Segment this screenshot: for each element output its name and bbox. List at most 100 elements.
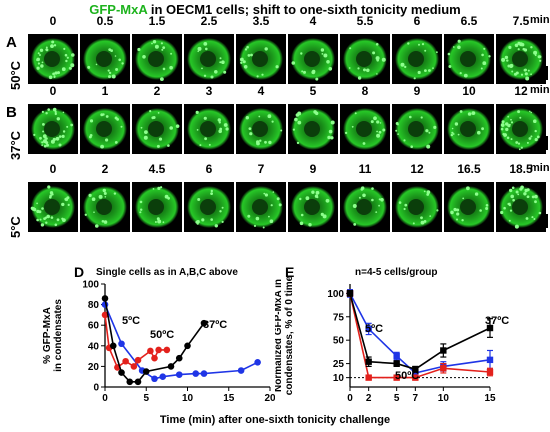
panel-label: E [285, 264, 294, 280]
time-label: 2 [153, 84, 161, 98]
time-label: 6.5 [460, 14, 478, 28]
panel-subtitle: n=4-5 cells/group [355, 267, 438, 278]
data-point [486, 368, 494, 376]
data-point [200, 319, 208, 327]
x-tick-label: 7 [413, 393, 419, 404]
data-point [346, 290, 354, 297]
time-label: 7.5 [512, 14, 530, 28]
figure-title: GFP-MxA in OECM1 cells; shift to one-six… [0, 2, 550, 17]
data-point [365, 325, 372, 333]
panel-label: D [74, 264, 84, 280]
micrograph-tile [132, 104, 182, 154]
data-point [412, 366, 419, 373]
time-unit: min [530, 14, 550, 26]
micrograph-tile [496, 182, 546, 232]
time-label: 4.5 [148, 162, 166, 176]
time-label: 6 [413, 14, 421, 28]
series-line [104, 298, 205, 383]
micrograph-tile [288, 104, 338, 154]
micrograph-tile [392, 104, 442, 154]
x-tick-label: 0 [102, 393, 108, 404]
time-label: 11 [358, 162, 372, 176]
micrograph-tile [132, 34, 182, 84]
data-point [118, 369, 125, 376]
time-label: 8 [361, 84, 369, 98]
time-label: 7 [257, 162, 265, 176]
y-tick-label: 40 [88, 341, 100, 352]
y-tick-label: 75 [333, 312, 345, 323]
time-label: 5 [309, 84, 317, 98]
x-tick-label: 10 [182, 393, 194, 404]
time-label: 4 [257, 84, 265, 98]
data-point [122, 357, 129, 365]
micrograph-tile [340, 104, 390, 154]
time-label: 0 [49, 162, 57, 176]
data-point [440, 365, 447, 372]
x-tick-label: 2 [366, 393, 372, 404]
micrograph-tile [392, 34, 442, 84]
time-label: 9 [413, 84, 421, 98]
y-tick-label: 50 [333, 336, 345, 347]
data-point [237, 367, 245, 374]
time-label: 3.5 [252, 14, 270, 28]
time-unit: min [530, 162, 550, 174]
series-line [104, 314, 167, 369]
x-tick-label: 15 [223, 393, 235, 404]
x-tick-label: 0 [347, 393, 353, 404]
data-point [126, 378, 134, 386]
time-label: 1 [101, 84, 109, 98]
data-point [393, 374, 400, 381]
data-point [118, 340, 125, 348]
data-point [134, 356, 142, 364]
micrograph-tile [288, 182, 338, 232]
scale-bar [546, 136, 548, 150]
time-label: 6 [205, 162, 213, 176]
x-tick-label: 20 [264, 393, 275, 404]
data-point [109, 342, 117, 350]
micrograph-tile [496, 34, 546, 84]
data-point [412, 374, 419, 381]
micrograph-tile [132, 182, 182, 232]
scale-bar [546, 66, 548, 80]
micrograph-tile [28, 182, 78, 232]
micrograph-tile [288, 34, 338, 84]
data-point [151, 354, 158, 362]
time-label: 5.5 [356, 14, 374, 28]
micrograph-tile [184, 34, 234, 84]
time-label: 16.5 [457, 162, 481, 176]
panel-subtitle: Single cells as in A,B,C above [96, 267, 238, 278]
micrograph-tile [496, 104, 546, 154]
data-point [163, 346, 171, 354]
data-point [130, 363, 138, 370]
y-tick-label: 0 [93, 383, 99, 394]
micrograph-tile [184, 104, 234, 154]
data-point [486, 356, 494, 364]
x-tick-label: 15 [484, 393, 496, 404]
data-point [365, 358, 372, 365]
y-tick-label: 60 [88, 321, 100, 332]
row-temp-label: 50°C [8, 60, 23, 90]
x-tick-label: 5 [394, 393, 400, 404]
time-label: 18.5 [509, 162, 533, 176]
data-point [486, 324, 494, 332]
y-tick-label: 10 [333, 373, 345, 384]
time-label: 1.5 [148, 14, 166, 28]
data-point [393, 360, 400, 367]
time-label: 3 [205, 84, 213, 98]
micrograph-tile [80, 34, 130, 84]
micrograph-tile [184, 182, 234, 232]
chart-d: 0 5 10 15 20 0 20 40 60 80 100 % GFP-MxA in condensa… [42, 264, 275, 404]
data-point [192, 370, 200, 377]
data-point [147, 347, 154, 355]
time-label: 2.5 [200, 14, 218, 28]
y-tick-label: 20 [88, 362, 100, 373]
time-label: 2 [101, 162, 109, 176]
micrograph-tile [80, 182, 130, 232]
series-label: 50ºC [150, 329, 174, 341]
micrograph-tile [444, 182, 494, 232]
data-point [440, 347, 447, 354]
data-point [184, 342, 191, 350]
x-tick-label: 10 [438, 393, 450, 404]
y-axis-label: in condensates [53, 299, 64, 372]
